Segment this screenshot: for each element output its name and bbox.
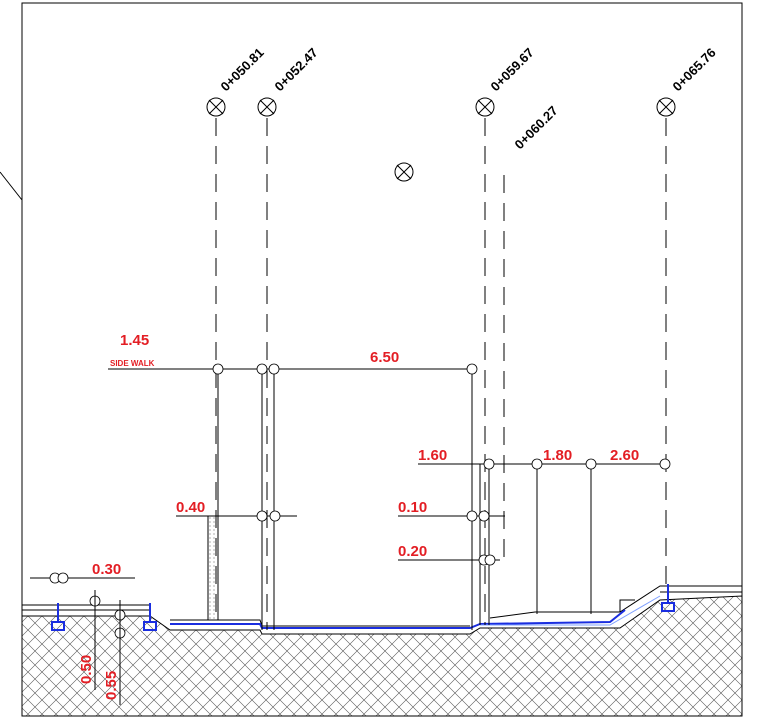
dimension: 0.40 [176,499,205,516]
leader [0,171,23,201]
dimension: 0.55 [103,671,120,700]
station-label: 0+059.67 [488,45,537,94]
station-symbol [257,97,277,117]
station-line [215,118,667,630]
dimension: 1.60 [418,447,447,464]
dimension: 0.50 [78,655,95,684]
dimension: 0.20 [398,543,427,560]
ground [21,595,743,717]
dimension: 1.80 [543,447,572,464]
base-course [170,609,626,629]
pile [51,603,65,631]
extension-line [217,369,592,630]
dimension: 2.60 [610,447,639,464]
station-label: 0+052.47 [272,45,321,94]
dimension: 0.30 [92,561,121,578]
surface [22,585,742,627]
dimension-circles [49,363,671,639]
station-symbol [394,162,414,182]
pile [661,584,675,612]
dimension-line [94,590,121,705]
station-label: 0+065.76 [670,45,719,94]
station-symbol [475,97,495,117]
station-label: 0+050.81 [218,45,267,94]
dimension: 0.10 [398,499,427,516]
dimension: 6.50 [370,349,399,366]
station-symbol [656,97,676,117]
station-symbol [206,97,226,117]
station-label: 0+060.27 [512,103,561,152]
pile [143,603,157,631]
side-walk-label: SIDE WALK [110,359,155,368]
curb-right [619,599,635,612]
dimension: 1.45 [120,332,149,349]
sub-base [480,595,661,626]
dimension-line [30,368,665,579]
